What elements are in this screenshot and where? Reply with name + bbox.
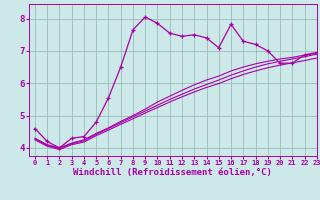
X-axis label: Windchill (Refroidissement éolien,°C): Windchill (Refroidissement éolien,°C)	[73, 168, 272, 177]
